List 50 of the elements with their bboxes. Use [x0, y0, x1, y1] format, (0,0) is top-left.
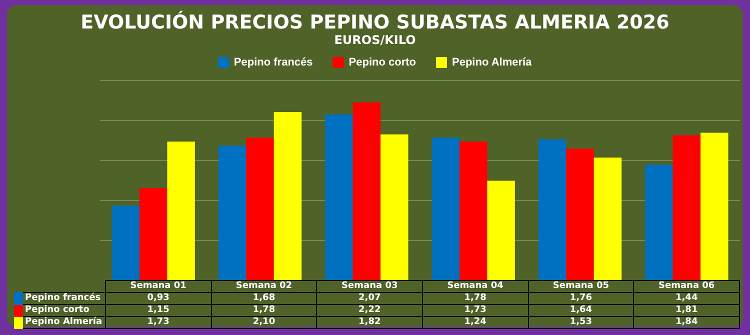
bar — [274, 112, 302, 280]
data-label: 1,44 — [634, 292, 740, 304]
x-tick-label: Semana 03 — [316, 280, 422, 292]
x-tick-label: Semana 04 — [422, 280, 528, 292]
data-label: 1,24 — [422, 316, 528, 328]
data-label: 2,07 — [316, 292, 422, 304]
x-tick-label: Semana 02 — [211, 280, 317, 292]
bar — [325, 114, 353, 280]
data-label: 2,10 — [211, 316, 317, 328]
bar — [139, 188, 168, 280]
data-label: 1,53 — [528, 316, 634, 328]
legend-label: Pepino Almería — [452, 56, 533, 68]
bar — [167, 142, 195, 280]
data-label: 1,78 — [422, 292, 528, 304]
chart-subtitle: EUROS/KILO — [334, 33, 416, 47]
bar — [432, 138, 460, 280]
data-label: 1,82 — [316, 316, 422, 328]
bar — [352, 102, 381, 280]
data-label: 1,81 — [634, 304, 740, 316]
data-label: 1,73 — [422, 304, 528, 316]
chart-title: EVOLUCIÓN PRECIOS PEPINO SUBASTAS ALMERIA 2026 — [80, 10, 670, 34]
data-label: 0,93 — [106, 292, 212, 304]
data-label: 1,76 — [528, 292, 634, 304]
x-tick-label: Semana 05 — [528, 280, 634, 292]
text: Pepino corto — [25, 305, 90, 315]
data-label: 1,64 — [528, 304, 634, 316]
bar — [566, 148, 594, 280]
bar — [700, 132, 728, 280]
data-label: 2,22 — [316, 304, 422, 316]
bar — [380, 134, 408, 280]
bar — [645, 164, 673, 280]
data-label: 1,73 — [106, 316, 212, 328]
data-label: 1,68 — [211, 292, 317, 304]
bar — [672, 135, 701, 280]
bar — [487, 180, 515, 280]
data-label: 1,15 — [106, 304, 212, 316]
bar — [246, 138, 274, 280]
bar — [112, 206, 140, 280]
text: Pepino Almería — [25, 317, 102, 327]
legend-label: Pepino corto — [348, 56, 416, 68]
data-label: 1,84 — [634, 316, 740, 328]
text: Pepino francés — [25, 293, 101, 303]
bar — [459, 142, 488, 280]
bar — [594, 158, 622, 280]
x-tick-label: Semana 06 — [634, 280, 740, 292]
bar — [538, 139, 566, 280]
bar — [218, 146, 246, 280]
legend-label: Pepino francés — [234, 56, 313, 68]
data-label: 1,78 — [211, 304, 317, 316]
x-tick-label: Semana 01 — [106, 280, 212, 292]
